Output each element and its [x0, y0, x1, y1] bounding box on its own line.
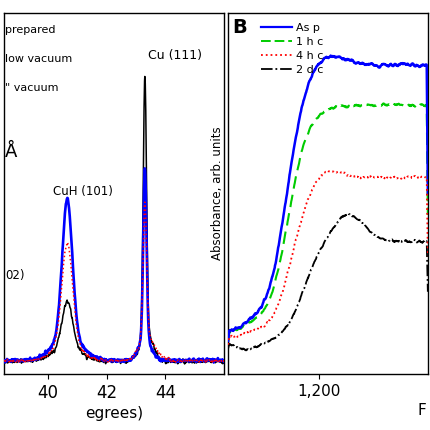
- Text: Cu (111): Cu (111): [148, 49, 203, 62]
- Text: Å: Å: [5, 143, 17, 161]
- Text: " vacuum: " vacuum: [5, 83, 58, 93]
- Legend: As p, 1 h c, 4 h c, 2 d c: As p, 1 h c, 4 h c, 2 d c: [260, 22, 325, 76]
- Text: 02): 02): [5, 269, 25, 282]
- Text: CuH (101): CuH (101): [52, 185, 113, 198]
- Text: low vacuum: low vacuum: [5, 54, 72, 64]
- Text: prepared: prepared: [5, 25, 55, 35]
- X-axis label: egrees): egrees): [85, 406, 143, 421]
- Text: B: B: [232, 18, 246, 37]
- Y-axis label: Absorbance, arb. units: Absorbance, arb. units: [211, 127, 224, 260]
- X-axis label: F: F: [418, 403, 426, 418]
